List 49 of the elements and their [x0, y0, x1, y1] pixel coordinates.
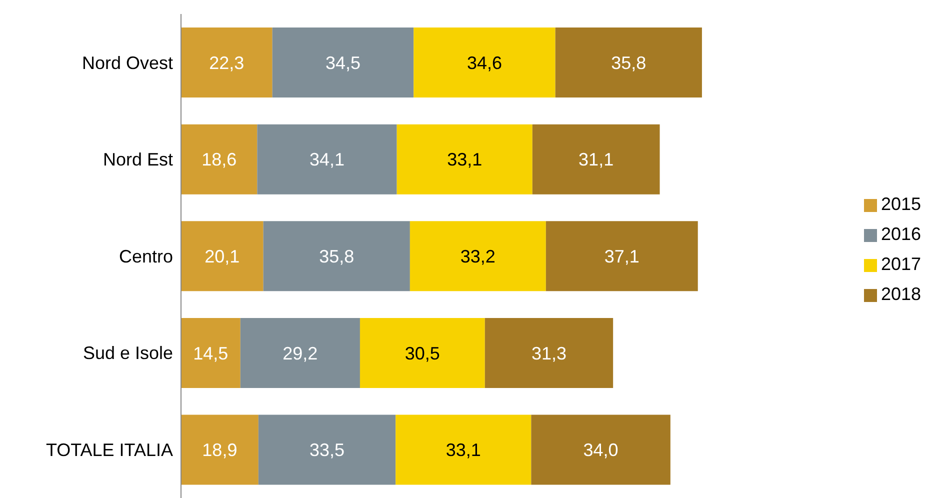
data-label: 33,1: [447, 150, 482, 170]
bar: [360, 318, 485, 388]
y-tick-label: Sud e Isole: [82, 343, 173, 364]
y-tick-label: Nord Ovest: [82, 52, 173, 73]
bar: [531, 414, 670, 485]
legend-label: 2016: [880, 224, 921, 244]
bar: [181, 124, 258, 194]
bar: [240, 318, 360, 388]
data-label: 18,9: [202, 440, 238, 460]
data-label: 33,1: [446, 440, 481, 460]
data-label: 33,5: [309, 440, 345, 460]
data-label: 35,8: [319, 246, 354, 267]
y-tick-label: TOTALE ITALIA: [46, 440, 173, 460]
bar: [258, 414, 396, 485]
data-label: 31,1: [578, 150, 614, 170]
data-label: 35,8: [611, 52, 646, 73]
y-tick-label: Centro: [118, 246, 173, 266]
data-label: 22,3: [209, 52, 244, 73]
bar: [410, 221, 546, 292]
bar: [181, 414, 258, 485]
bar: [181, 28, 272, 98]
data-label: 34,6: [466, 52, 502, 73]
y-tick-label: Nord Est: [102, 150, 173, 170]
data-label: 34,1: [309, 150, 345, 170]
legend-label: 2018: [880, 284, 921, 304]
data-label: 31,3: [531, 343, 567, 364]
legend-label: 2017: [880, 254, 921, 274]
bar: [396, 124, 532, 194]
data-label: 34,5: [325, 52, 360, 73]
bar: [272, 28, 414, 98]
bar: [181, 318, 240, 388]
data-label: 30,5: [404, 343, 440, 364]
data-label: 33,2: [460, 246, 496, 267]
bar: [532, 124, 660, 194]
legend-label: 2015: [880, 194, 921, 214]
data-label: 37,1: [604, 246, 640, 267]
bar: [546, 221, 698, 292]
data-label: 20,1: [204, 246, 240, 267]
data-label: 18,6: [202, 150, 237, 170]
bar: [263, 221, 410, 292]
bar: [484, 318, 614, 388]
data-label: 14,5: [193, 343, 228, 364]
bar: [181, 221, 264, 292]
bar: [257, 124, 397, 194]
bar: [555, 28, 702, 98]
data-label: 29,2: [282, 343, 318, 364]
bar: [414, 28, 556, 98]
bar: [396, 414, 532, 485]
data-label: 34,0: [583, 440, 618, 460]
